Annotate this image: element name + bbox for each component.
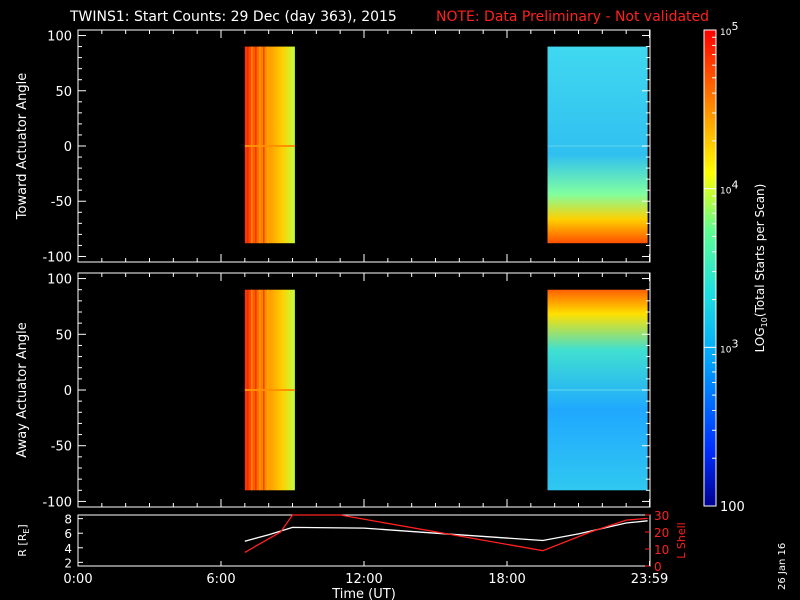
xtick-label: 12:00 (345, 572, 382, 587)
xtick-label: 18:00 (488, 572, 525, 587)
colorbar-tick-label: 104 (720, 179, 738, 197)
colorbar: 105 104 103 100 LOG10(Total Starts per Scan) (703, 20, 769, 515)
orbit-ytick-right-label: 20 (654, 526, 669, 540)
away-ytick-label: 50 (55, 328, 72, 343)
colorbar-tick-label: 103 (720, 337, 738, 355)
away-ytick-label: 0 (64, 384, 72, 399)
xtick-label: 6:00 (206, 572, 235, 587)
data-note: NOTE: Data Preliminary - Not validated (436, 9, 709, 25)
date-stamp: 26 Jan 16 (777, 543, 788, 590)
orbit-ytick-right-label: 0 (654, 560, 662, 574)
radius-line (244, 520, 648, 542)
orbit-ytick-right-label: 30 (654, 509, 669, 523)
toward-segment-1 (244, 46, 295, 244)
colorbar-tick-label: 105 (720, 20, 738, 38)
xaxis-label: Time (UT) (331, 587, 396, 600)
lshell-line (244, 514, 648, 553)
away-panel: 100 50 0 -50 -100 Away Actuator Angle (15, 272, 651, 510)
away-ylabel: Away Actuator Angle (15, 322, 30, 457)
colorbar-label: LOG10(Total Starts per Scan) (753, 184, 769, 353)
orbit-ytick-left-label: 2 (64, 556, 72, 570)
toward-ytick-label: 100 (47, 30, 72, 45)
time-axis: 0:00 6:00 12:00 18:00 23:59 Time (UT) (63, 572, 668, 600)
toward-ytick-label: -50 (51, 195, 72, 210)
toward-ytick-label: 0 (64, 140, 72, 155)
orbit-ylabel-left: R [RE] (16, 524, 31, 556)
toward-segment-2 (547, 46, 648, 244)
away-ytick-label: -50 (51, 440, 72, 455)
toward-ytick-label: 50 (55, 85, 72, 100)
orbit-ylabel-right: L Shell (675, 522, 688, 558)
toward-panel: 100 50 0 -50 -100 Toward Actuator Angle (15, 29, 651, 265)
colorbar-gradient (703, 29, 717, 507)
xtick-label: 23:59 (631, 572, 668, 587)
xtick-label: 0:00 (63, 572, 92, 587)
away-ytick-label: -100 (42, 495, 72, 510)
orbit-ytick-left-label: 4 (64, 542, 72, 556)
orbit-ytick-left-label: 8 (64, 513, 72, 527)
colorbar-tick-label: 100 (720, 500, 745, 515)
orbit-frame (77, 514, 651, 567)
toward-ytick-label: -100 (42, 250, 72, 265)
orbit-ytick-left-label: 6 (64, 527, 72, 541)
chart-title: TWINS1: Start Counts: 29 Dec (day 363), … (69, 9, 397, 25)
orbit-ytick-right-label: 10 (654, 543, 669, 557)
toward-ylabel: Toward Actuator Angle (15, 73, 30, 220)
away-ytick-label: 100 (47, 273, 72, 288)
